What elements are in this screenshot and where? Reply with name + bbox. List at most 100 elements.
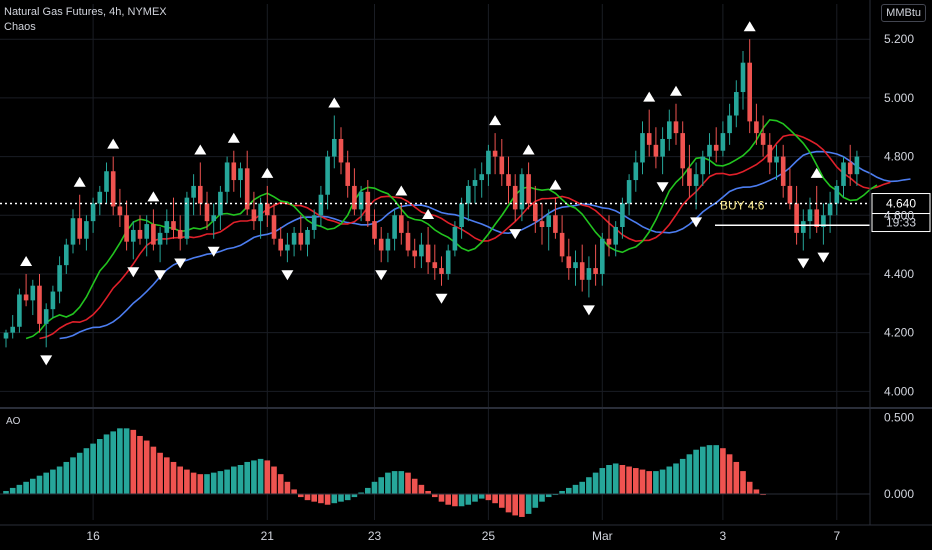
candle-body bbox=[854, 156, 860, 175]
ao-bar bbox=[519, 494, 525, 517]
candle-body bbox=[593, 268, 598, 274]
price-tick-label: 4.600 bbox=[884, 208, 914, 222]
fractal-down-marker bbox=[207, 246, 220, 257]
candle-body bbox=[30, 285, 36, 301]
ao-bar bbox=[726, 454, 733, 495]
fractal-up-marker bbox=[489, 115, 502, 126]
ao-bar bbox=[231, 466, 237, 495]
ao-bar bbox=[706, 445, 713, 495]
ao-bar bbox=[271, 466, 277, 495]
ao-bar bbox=[351, 494, 358, 498]
ao-bar bbox=[492, 494, 498, 504]
candlesticks bbox=[3, 39, 860, 348]
candle-body bbox=[439, 268, 444, 274]
ao-bar bbox=[204, 474, 210, 495]
price-tick-label: 4.400 bbox=[884, 267, 914, 281]
ao-bar bbox=[83, 448, 90, 495]
ao-bar bbox=[257, 458, 264, 495]
candle-body bbox=[358, 191, 364, 210]
ao-bar bbox=[50, 469, 56, 495]
ao-bar bbox=[485, 494, 492, 501]
candle-body bbox=[157, 232, 163, 245]
candle-body bbox=[620, 203, 625, 228]
price-tick-label: 4.000 bbox=[884, 384, 914, 398]
fractal-up-marker bbox=[549, 179, 562, 190]
ao-bar bbox=[344, 494, 351, 501]
candle-body bbox=[17, 294, 22, 327]
chart-title: Natural Gas Futures, 4h, NYMEX bbox=[4, 6, 167, 18]
candle-body bbox=[740, 62, 746, 93]
candle-body bbox=[90, 203, 96, 222]
candle-body bbox=[365, 191, 371, 222]
ao-label: AO bbox=[6, 416, 21, 427]
candle-body bbox=[110, 171, 116, 207]
ao-bar bbox=[525, 494, 532, 514]
candle-body bbox=[767, 144, 773, 163]
fractal-down-marker bbox=[817, 252, 830, 263]
fractal-markers bbox=[20, 21, 830, 366]
price-tick-label: 5.200 bbox=[884, 32, 914, 46]
ao-bar bbox=[157, 452, 163, 495]
candle-body bbox=[258, 203, 263, 222]
candle-body bbox=[539, 221, 545, 228]
ao-bar bbox=[458, 494, 465, 507]
candle-body bbox=[171, 221, 176, 230]
ao-bar bbox=[217, 471, 224, 495]
ao-bar bbox=[425, 490, 431, 495]
ao-bar bbox=[512, 494, 518, 516]
ao-bar bbox=[679, 458, 686, 495]
ao-bar bbox=[318, 494, 324, 504]
candle-body bbox=[151, 224, 156, 245]
ao-bar bbox=[70, 457, 76, 495]
ao-bar bbox=[418, 484, 425, 495]
ao-bar bbox=[646, 471, 652, 495]
ao-bar bbox=[391, 471, 398, 495]
price-tick-label: 5.000 bbox=[884, 91, 914, 105]
candle-body bbox=[325, 156, 330, 195]
candle-body bbox=[673, 121, 679, 134]
candle-body bbox=[727, 115, 732, 134]
price-overlay: 4.640 19:33 BUY 4.6 bbox=[0, 193, 931, 233]
candle-body bbox=[579, 262, 585, 280]
candle-body bbox=[821, 215, 826, 228]
ao-bar bbox=[56, 466, 63, 495]
ao-bar bbox=[559, 490, 565, 495]
candle-body bbox=[754, 121, 759, 134]
candle-body bbox=[244, 168, 250, 210]
candle-body bbox=[512, 185, 518, 210]
candle-body bbox=[466, 185, 471, 204]
fractal-up-marker bbox=[395, 185, 408, 196]
candle-body bbox=[794, 203, 799, 233]
candle-body bbox=[278, 238, 283, 251]
ao-bar bbox=[478, 494, 485, 499]
ao-bar bbox=[733, 461, 740, 495]
fractal-up-marker bbox=[194, 144, 207, 155]
countdown-label: 19:33 bbox=[886, 216, 916, 230]
ao-bar bbox=[63, 461, 70, 495]
candle-body bbox=[613, 227, 618, 245]
candle-body bbox=[43, 309, 49, 324]
candle-body bbox=[265, 203, 270, 216]
candle-body bbox=[372, 221, 377, 239]
unit-selector[interactable]: MMBtu bbox=[881, 4, 926, 22]
ao-bar bbox=[304, 494, 311, 501]
time-tick-label: 25 bbox=[482, 529, 496, 543]
candle-body bbox=[747, 62, 752, 122]
fractal-down-marker bbox=[690, 217, 703, 228]
fractal-down-marker bbox=[174, 258, 187, 269]
fractal-up-marker bbox=[810, 167, 823, 178]
ao-bar bbox=[130, 429, 137, 495]
ao-bar bbox=[190, 472, 197, 495]
ao-bar bbox=[284, 481, 291, 495]
ao-bar bbox=[746, 481, 753, 495]
candle-body bbox=[814, 209, 819, 228]
fractal-up-marker bbox=[227, 132, 240, 143]
candle-body bbox=[291, 232, 297, 245]
ao-bar bbox=[76, 452, 83, 495]
ao-bar bbox=[97, 439, 103, 495]
ao-bar bbox=[411, 478, 418, 495]
candle-body bbox=[64, 244, 69, 266]
ao-bar bbox=[626, 466, 632, 495]
fractal-down-marker bbox=[281, 270, 294, 281]
